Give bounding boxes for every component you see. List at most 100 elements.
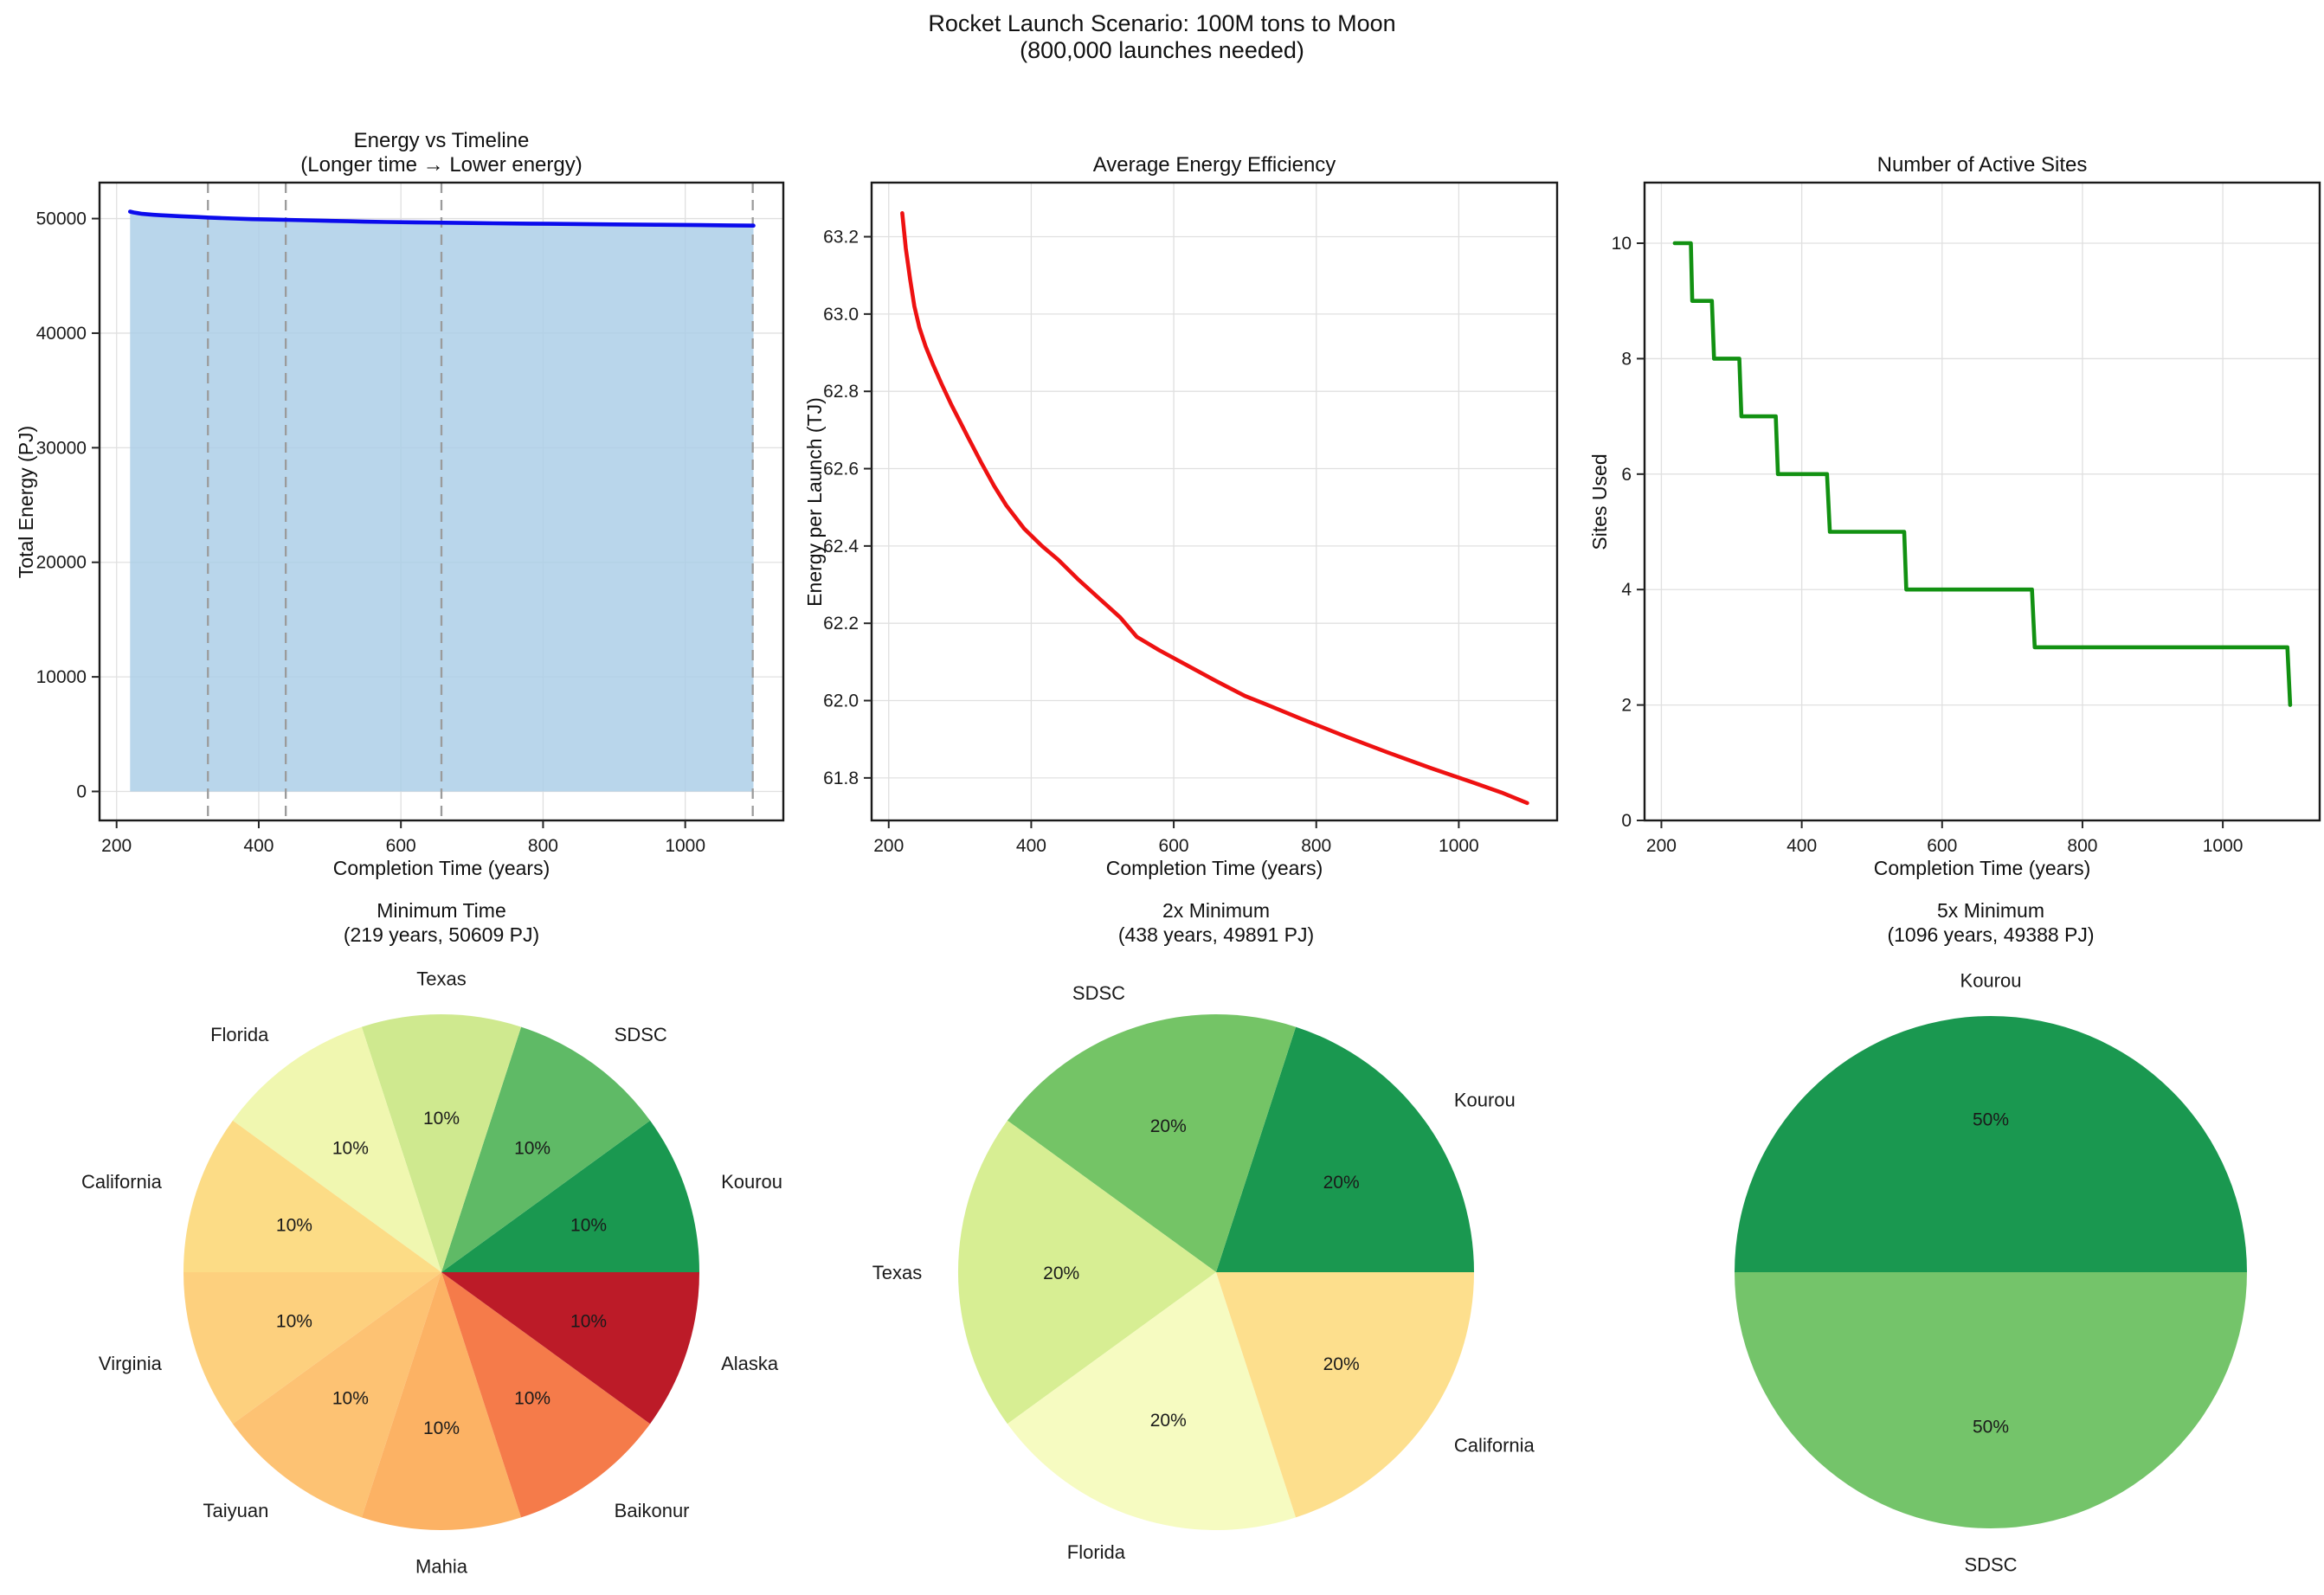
tick-label: Taiyuan: [203, 1500, 268, 1521]
x-axis-label-active-sites: Completion Time (years): [1873, 857, 2091, 879]
pie-title-5x-minimum-line2: (1096 years, 49388 PJ): [1887, 923, 2095, 946]
pie-title-minimum-time: Minimum Time (219 years, 50609 PJ): [138, 898, 744, 947]
figure-title: Rocket Launch Scenario: 100M tons to Moo…: [0, 10, 2324, 64]
tick-label: 20000: [36, 553, 87, 573]
x-axis-label-energy: Completion Time (years): [332, 857, 550, 879]
tick-label: Texas: [872, 1262, 922, 1283]
tick-label: 10000: [36, 667, 87, 687]
tick-label: 600: [1927, 836, 1957, 856]
tick-label: 40000: [36, 324, 87, 344]
pie-slice-alaska: [441, 1272, 699, 1425]
tick-label: 50%: [1973, 1109, 2009, 1129]
tick-label: 200: [101, 836, 132, 856]
tick-label: Kourou: [1960, 970, 2022, 992]
figure-title-line2: (800,000 launches needed): [1020, 37, 1304, 63]
figure-title-line1: Rocket Launch Scenario: 100M tons to Moo…: [928, 10, 1396, 36]
tick-label: Baikonur: [615, 1500, 690, 1521]
pie-slice-kourou: [1216, 1026, 1474, 1272]
axes-frame: [98, 181, 785, 822]
tick-label: 62.0: [823, 691, 859, 711]
pie-slice-taiyuan: [232, 1272, 441, 1518]
pie-slice-texas: [957, 1120, 1216, 1425]
y-axis-label-energy: Total Energy (PJ): [15, 425, 37, 579]
tick-label: 400: [1786, 836, 1817, 856]
data-line: [900, 211, 1529, 806]
tick-label: 6: [1621, 465, 1632, 485]
tick-label: 400: [1016, 836, 1046, 856]
tick-label: 20%: [1150, 1411, 1187, 1431]
pie-title-minimum-time-line2: (219 years, 50609 PJ): [343, 923, 540, 946]
tick-label: 20%: [1043, 1264, 1079, 1283]
tick-label: 10%: [276, 1216, 312, 1236]
tick-label: 600: [1159, 836, 1189, 856]
pie-slice-florida: [1007, 1272, 1297, 1531]
chart-title-energy-line2: (Longer time → Lower energy): [300, 153, 583, 177]
pie-slice-baikonur: [441, 1272, 651, 1518]
pie-title-5x-minimum: 5x Minimum (1096 years, 49388 PJ): [1688, 898, 2294, 947]
tick-label: 1000: [1439, 836, 1479, 856]
tick-label: 800: [528, 836, 558, 856]
chart-title-energy-line1: Energy vs Timeline: [353, 129, 530, 152]
tick-label: 10%: [423, 1109, 460, 1129]
pie-slice-kourou: [1735, 1016, 2247, 1272]
active-sites-chart: 200 400 600 800 1000 0 2 4 6 8 10: [1612, 181, 2321, 856]
tick-label: 10%: [332, 1138, 369, 1158]
tick-label: 4: [1621, 580, 1632, 600]
tick-label: 200: [1646, 836, 1677, 856]
chart-title-efficiency: Average Energy Efficiency: [1092, 153, 1336, 177]
tick-label: 63.0: [823, 305, 859, 325]
tick-label: 2: [1621, 696, 1632, 716]
pie-slice-texas: [361, 1014, 522, 1272]
tick-label: 30000: [36, 438, 87, 458]
x-axis-label-efficiency: Completion Time (years): [1105, 857, 1323, 879]
tick-label: 10%: [514, 1138, 550, 1158]
tick-label: 10%: [423, 1418, 460, 1438]
tick-label: Mahia: [415, 1556, 468, 1578]
pie-slice-florida: [232, 1026, 441, 1272]
tick-label: 50000: [36, 209, 87, 229]
tick-label: 1000: [2203, 836, 2244, 856]
tick-label: 63.2: [823, 228, 859, 248]
pie-slice-sdsc: [1007, 1013, 1297, 1272]
tick-label: 10%: [514, 1389, 550, 1409]
axes-frame: [870, 181, 1559, 822]
tick-label: 62.6: [823, 460, 859, 479]
tick-label: 10%: [570, 1311, 607, 1331]
tick-label: 50%: [1973, 1418, 2009, 1437]
tick-label: Texas: [416, 968, 466, 989]
tick-label: Florida: [210, 1024, 269, 1045]
pie-slice-sdsc: [441, 1026, 651, 1272]
tick-label: Kourou: [721, 1171, 782, 1193]
pie-slice-sdsc: [1735, 1272, 2247, 1528]
pie-slice-virginia: [183, 1272, 441, 1425]
tick-label: 0: [76, 782, 87, 802]
tick-label: 10%: [276, 1311, 312, 1331]
tick-label: 10: [1612, 234, 1632, 254]
tick-label: Kourou: [1454, 1089, 1516, 1110]
tick-label: 1000: [665, 836, 705, 856]
minimum-time-pie: Kourou 10% SDSC 10% Texas 10% Florida 10% Califo…: [81, 968, 782, 1577]
energy-vs-timeline-chart: 200 400 600 800 1000010000200003000040000500…: [36, 181, 785, 856]
energy-efficiency-chart: 200 400 600 800 1000 61.8 62.0 62.2 62.4 62.6 62.8…: [823, 181, 1559, 856]
axes-frame: [1643, 181, 2321, 822]
pie-slice-california: [1216, 1272, 1474, 1518]
tick-label: 8: [1621, 349, 1632, 369]
tick-label: 62.8: [823, 382, 859, 402]
y-axis-label-active-sites: Sites Used: [1588, 453, 1611, 550]
tick-label: 600: [386, 836, 416, 856]
pie-title-2x-minimum-line2: (438 years, 49891 PJ): [1117, 923, 1315, 946]
pie-title-2x-minimum: 2x Minimum (438 years, 49891 PJ): [913, 898, 1519, 947]
tick-label: 61.8: [823, 769, 859, 788]
y-axis-label-efficiency: Energy per Launch (TJ): [803, 397, 826, 607]
pie-title-minimum-time-line1: Minimum Time: [377, 899, 506, 922]
tick-label: California: [81, 1171, 163, 1193]
tick-label: Virginia: [99, 1353, 163, 1374]
tick-label: 800: [1301, 836, 1331, 856]
tick-label: SDSC: [1964, 1553, 2017, 1575]
tick-label: 20%: [1323, 1354, 1360, 1374]
tick-label: 62.2: [823, 614, 859, 633]
pie-slice-mahia: [361, 1272, 522, 1530]
tick-label: SDSC: [1072, 982, 1125, 1004]
